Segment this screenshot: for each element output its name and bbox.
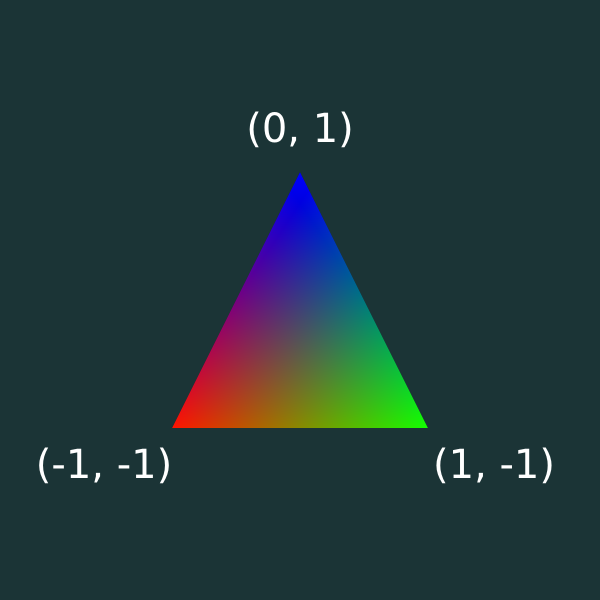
blue-vertex-gradient xyxy=(172,172,428,428)
vertex-label-top: (0, 1) xyxy=(246,106,354,152)
vertex-label-right: (1, -1) xyxy=(433,442,555,488)
vertex-label-left: (-1, -1) xyxy=(35,442,173,488)
